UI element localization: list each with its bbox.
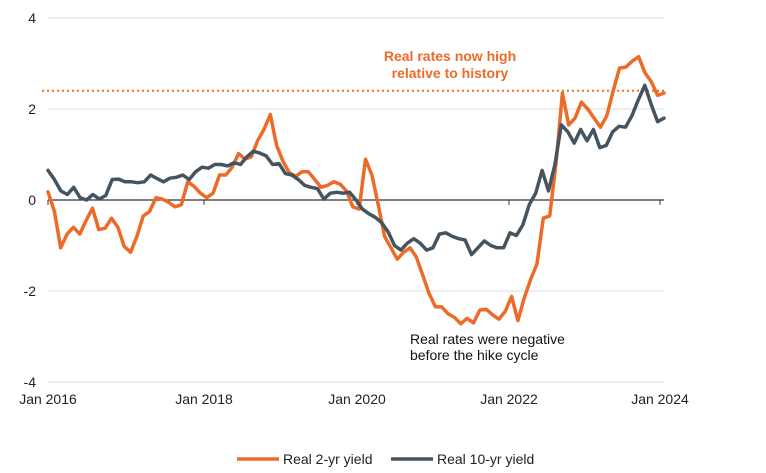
- x-tick-label: Jan 2018: [175, 391, 233, 407]
- y-tick-label: 2: [28, 101, 36, 117]
- y-tick-label: 0: [28, 192, 36, 208]
- y-tick-label: 4: [28, 10, 36, 26]
- series-line-real-10yr: [46, 83, 666, 257]
- x-tick-label: Jan 2022: [480, 391, 538, 407]
- annotation-line: before the hike cycle: [410, 347, 539, 363]
- series-lines: [46, 54, 666, 326]
- x-tick-label: Jan 2016: [19, 391, 77, 407]
- x-tick-label: Jan 2024: [631, 391, 689, 407]
- y-tick-label: -2: [24, 283, 37, 299]
- annotation-line: Real rates now high: [384, 48, 516, 64]
- y-axis-labels: 4 2 0 -2 -4: [24, 10, 37, 390]
- annotation-line: relative to history: [392, 65, 509, 81]
- annotation-line: Real rates were negative: [410, 331, 565, 347]
- annotation-high-rates: Real rates now high relative to history: [384, 48, 516, 81]
- legend: Real 2-yr yield Real 10-yr yield: [237, 451, 534, 467]
- y-tick-label: -4: [24, 374, 37, 390]
- x-tick-label: Jan 2020: [328, 391, 386, 407]
- series-line-real-2yr: [46, 54, 666, 326]
- x-axis-labels: Jan 2016 Jan 2018 Jan 2020 Jan 2022 Jan …: [19, 391, 689, 407]
- legend-label-real-10yr: Real 10-yr yield: [437, 451, 534, 467]
- legend-label-real-2yr: Real 2-yr yield: [283, 451, 372, 467]
- annotation-negative-rates: Real rates were negative before the hike…: [410, 331, 565, 363]
